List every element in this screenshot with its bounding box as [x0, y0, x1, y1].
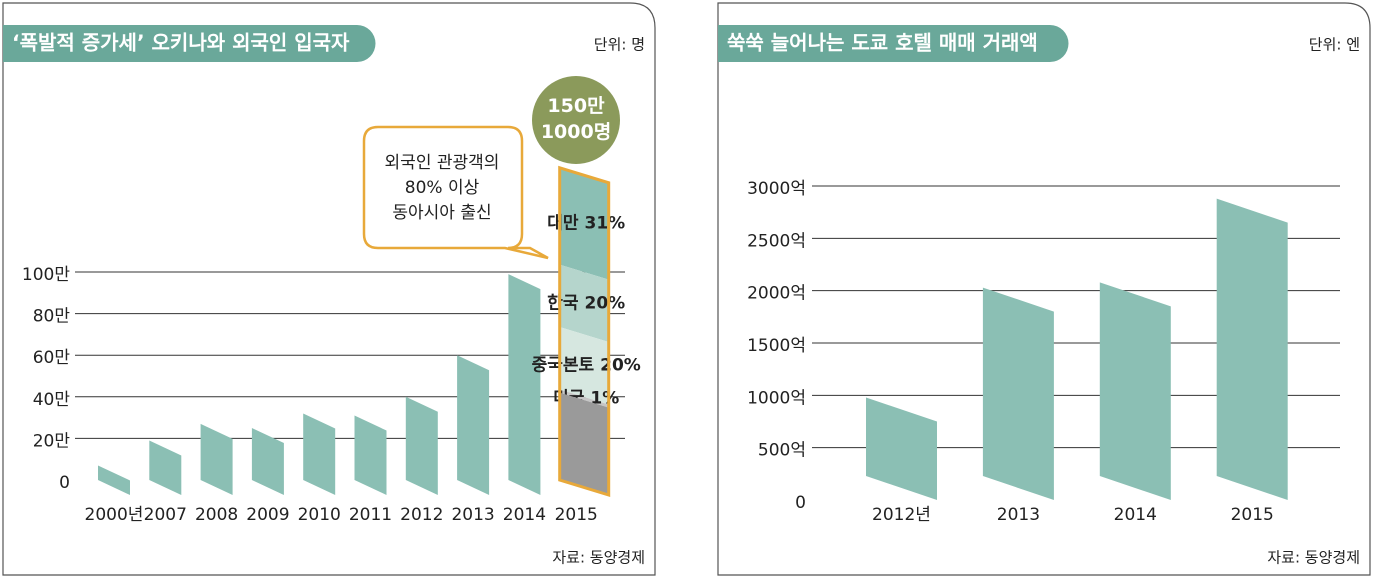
y-tick-label: 2500억 — [747, 231, 806, 251]
y-tick-label: 2000억 — [747, 284, 806, 304]
x-tick-label: 2015 — [1231, 505, 1274, 525]
segment-label: 대만 31% — [547, 214, 625, 234]
callout-line: 동아시아 출신 — [392, 203, 491, 223]
y-tick-label: 0 — [59, 473, 70, 493]
source-label: 자료: 동양경제 — [552, 549, 645, 567]
callout-line: 80% 이상 — [405, 178, 480, 198]
bar — [1099, 282, 1171, 500]
bar — [200, 423, 233, 495]
x-tick-label: 2014 — [503, 505, 546, 525]
y-tick-label: 500억 — [758, 441, 806, 461]
y-tick-label: 1500억 — [747, 336, 806, 356]
bar — [508, 274, 541, 495]
unit-label: 단위: 엔 — [1309, 36, 1360, 54]
bar-segment — [559, 264, 609, 343]
title-pill — [718, 25, 1069, 62]
unit-label: 단위: 명 — [594, 36, 645, 54]
bar — [251, 428, 284, 495]
source-label: 자료: 동양경제 — [1267, 549, 1360, 567]
bar-segment — [559, 167, 609, 280]
bar-segment — [559, 327, 609, 405]
y-tick-label: 1000억 — [747, 388, 806, 408]
x-tick-label: 2013 — [997, 505, 1040, 525]
segment-label: 한국 20% — [547, 293, 625, 313]
bar — [1216, 198, 1288, 500]
x-tick-label: 2000년 — [85, 505, 144, 525]
segment-name: 중국본토 — [532, 356, 595, 376]
y-tick-label: 20만 — [33, 431, 71, 451]
bar — [303, 413, 336, 495]
y-tick-label: 40만 — [33, 390, 71, 410]
bar — [149, 440, 182, 495]
bar — [558, 165, 611, 498]
bar — [866, 397, 937, 500]
segment-value: 20% — [600, 356, 641, 376]
bar — [405, 396, 438, 495]
bar — [98, 465, 130, 495]
panel-frame — [2, 2, 656, 576]
x-tick-label: 2009 — [246, 505, 289, 525]
segment-label: 중국본토 20% — [532, 356, 641, 376]
x-tick-label: 2007 — [144, 505, 187, 525]
y-tick-label: 0 — [795, 493, 806, 513]
bar — [457, 355, 490, 495]
y-tick-label: 3000억 — [747, 179, 806, 199]
panel-frame — [717, 2, 1371, 576]
x-tick-label: 2013 — [451, 505, 494, 525]
callout-line: 외국인 관광객의 — [385, 153, 500, 173]
x-tick-label: 2014 — [1114, 505, 1157, 525]
chart-title: 쑥쑥 늘어나는 도쿄 호텔 매매 거래액 — [727, 31, 1038, 55]
x-tick-label: 2011 — [349, 505, 392, 525]
x-tick-label: 2015 — [555, 505, 598, 525]
chart-title: ‘폭발적 증가세’ 오키나와 외국인 입국자 — [12, 31, 350, 55]
callout-box — [362, 125, 549, 260]
segment-value: 1% — [590, 389, 619, 409]
segment-value: 31% — [584, 214, 625, 234]
highlight-line: 1000명 — [541, 121, 611, 143]
segment-name: 한국 — [547, 293, 579, 313]
highlight-line: 150만 — [547, 95, 605, 117]
x-tick-label: 2008 — [195, 505, 238, 525]
title-pill — [3, 25, 376, 62]
x-tick-label: 2012년 — [872, 505, 931, 525]
bar-segment — [559, 389, 609, 408]
segment-name: 대만 — [547, 214, 579, 234]
bar — [982, 287, 1054, 500]
x-tick-label: 2012 — [400, 505, 443, 525]
highlight-circle — [532, 76, 620, 164]
y-tick-label: 80만 — [33, 307, 71, 327]
bar — [354, 415, 387, 495]
x-tick-label: 2010 — [298, 505, 341, 525]
highlight-text: 150만 1000명 — [541, 95, 611, 143]
segment-value: 20% — [584, 293, 625, 313]
y-tick-label: 60만 — [33, 348, 71, 368]
bar-segment — [559, 392, 609, 495]
y-tick-label: 100만 — [22, 265, 70, 285]
